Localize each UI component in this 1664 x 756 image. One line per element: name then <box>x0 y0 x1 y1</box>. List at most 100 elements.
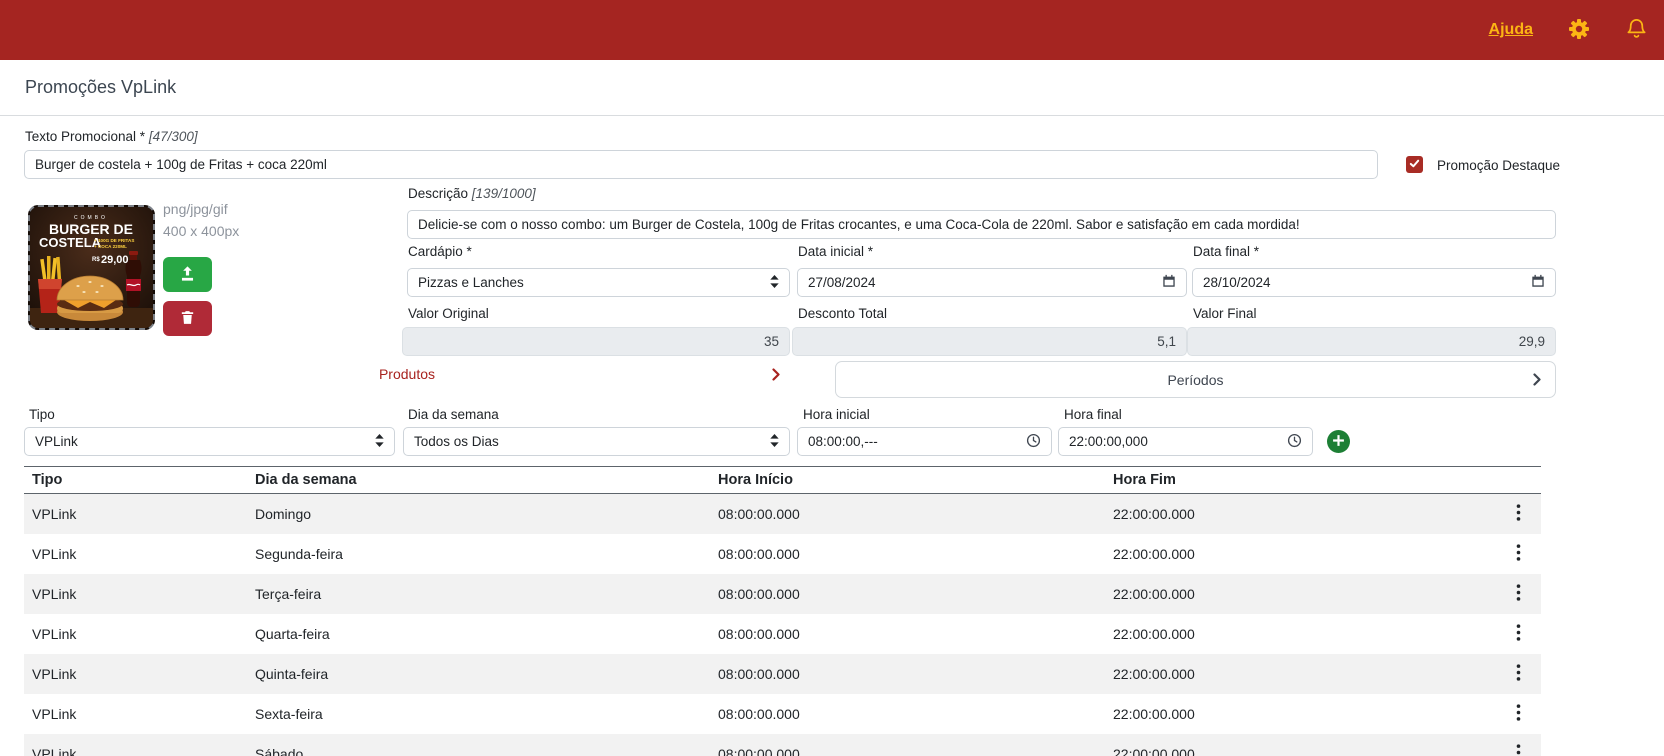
calendar-icon <box>1162 274 1176 291</box>
promocao-destaque-checkbox[interactable] <box>1406 156 1423 173</box>
periods-table: Tipo Dia da semana Hora Início Hora Fim … <box>24 466 1541 756</box>
table-row: VPLink Quinta-feira 08:00:00.000 22:00:0… <box>24 654 1541 694</box>
cell-dia: Segunda-feira <box>255 546 343 562</box>
hora-final-label: Hora final <box>1064 407 1122 422</box>
check-icon <box>1409 156 1420 174</box>
table-header-row: Tipo Dia da semana Hora Início Hora Fim <box>24 466 1541 494</box>
kebab-menu-icon <box>1516 624 1521 644</box>
svg-text:COMBO: COMBO <box>74 215 108 221</box>
header-tipo: Tipo <box>24 466 247 494</box>
cell-inicio: 08:00:00.000 <box>718 666 800 682</box>
chevron-right-icon <box>1533 373 1541 386</box>
title-bar: Promoções VpLink <box>0 60 1664 116</box>
cell-fim: 22:00:00.000 <box>1113 506 1195 522</box>
row-actions-button[interactable] <box>1510 742 1527 756</box>
cardapio-select[interactable]: Pizzas e Lanches <box>407 268 790 297</box>
top-navbar: Ajuda <box>0 0 1664 60</box>
notifications-button[interactable] <box>1625 17 1648 43</box>
cell-tipo: VPLink <box>32 586 77 602</box>
cell-fim: 22:00:00.000 <box>1105 734 1496 756</box>
kebab-menu-icon <box>1516 704 1521 724</box>
upload-icon <box>178 264 197 286</box>
svg-text:+ COCA 220ML: + COCA 220ML <box>94 244 127 249</box>
chevron-right-icon <box>772 367 780 381</box>
row-actions-button[interactable] <box>1510 702 1527 726</box>
data-inicial-input[interactable]: 27/08/2024 <box>797 268 1187 297</box>
kebab-menu-icon <box>1516 744 1521 756</box>
descricao-input[interactable]: Delicie-se com o nosso combo: um Burger … <box>407 210 1556 239</box>
cell-fim: 22:00:00.000 <box>1113 666 1195 682</box>
cell-inicio: 08:00:00.000 <box>710 734 1105 756</box>
tipo-label: Tipo <box>29 407 55 422</box>
cell-dia: Sábado <box>247 734 710 756</box>
row-actions-button[interactable] <box>1510 542 1527 566</box>
hora-final-input[interactable]: 22:00:00,000 <box>1058 427 1313 456</box>
header-dia: Dia da semana <box>247 466 710 494</box>
promo-image-preview[interactable]: COMBO BURGER DE COSTELA + 100G DE FRITAS… <box>28 205 155 330</box>
cardapio-label: Cardápio * <box>408 244 472 259</box>
valor-final-input: 29,9 <box>1187 327 1556 356</box>
plus-icon <box>1332 434 1345 450</box>
tab-periodos[interactable]: Períodos <box>835 361 1556 398</box>
desconto-total-label: Desconto Total <box>798 306 888 321</box>
image-format-hint: png/jpg/gif <box>163 201 228 217</box>
desconto-total-input: 5,1 <box>792 327 1187 356</box>
table-row: VPLink Terça-feira 08:00:00.000 22:00:00… <box>24 574 1541 614</box>
table-row: VPLink Sábado 08:00:00.000 22:00:00.000 <box>24 734 1541 756</box>
data-inicial-label: Data inicial * <box>798 244 874 259</box>
select-arrows-icon <box>375 433 384 450</box>
svg-text:+ 100G DE FRITAS: + 100G DE FRITAS <box>94 238 134 243</box>
add-period-button[interactable] <box>1327 430 1350 453</box>
cell-inicio: 08:00:00.000 <box>718 706 800 722</box>
settings-button[interactable] <box>1567 17 1591 44</box>
header-hora-fim: Hora Fim <box>1105 466 1496 494</box>
texto-promocional-input[interactable]: Burger de costela + 100g de Fritas + coc… <box>24 150 1378 179</box>
cell-dia: Quarta-feira <box>255 626 330 642</box>
cell-tipo: VPLink <box>32 506 77 522</box>
upload-image-button[interactable] <box>163 257 212 292</box>
cell-tipo: VPLink <box>32 626 77 642</box>
help-link[interactable]: Ajuda <box>1488 21 1533 38</box>
cell-inicio: 08:00:00.000 <box>718 506 800 522</box>
kebab-menu-icon <box>1516 584 1521 604</box>
fries-illustration <box>38 256 62 313</box>
dia-da-semana-select[interactable]: Todos os Dias <box>403 427 790 456</box>
header-actions <box>1496 466 1541 494</box>
promocao-destaque-label: Promoção Destaque <box>1437 158 1561 173</box>
delete-image-button[interactable] <box>163 301 212 336</box>
valor-final-label: Valor Final <box>1193 306 1257 321</box>
gear-icon <box>1567 17 1591 44</box>
clock-icon <box>1287 433 1302 451</box>
data-final-label: Data final * <box>1193 244 1260 259</box>
row-actions-button[interactable] <box>1510 622 1527 646</box>
cell-tipo: VPLink <box>32 706 77 722</box>
cell-tipo: VPLink <box>32 546 77 562</box>
cell-inicio: 08:00:00.000 <box>718 626 800 642</box>
soda-illustration <box>125 251 142 307</box>
hora-inicial-label: Hora inicial <box>803 407 870 422</box>
periods-table-body: VPLink Domingo 08:00:00.000 22:00:00.000… <box>24 493 1541 756</box>
hora-inicial-input[interactable]: 08:00:00,--- <box>797 427 1052 456</box>
row-actions-button[interactable] <box>1510 502 1527 526</box>
row-actions-button[interactable] <box>1510 662 1527 686</box>
cell-inicio: 08:00:00.000 <box>718 586 800 602</box>
cell-dia: Terça-feira <box>255 586 322 602</box>
trash-icon <box>179 309 196 329</box>
table-row: VPLink Segunda-feira 08:00:00.000 22:00:… <box>24 534 1541 574</box>
descricao-counter: [139/1000] <box>471 186 536 201</box>
kebab-menu-icon <box>1516 504 1521 524</box>
data-final-input[interactable]: 28/10/2024 <box>1192 268 1556 297</box>
tab-produtos[interactable]: Produtos <box>24 360 790 388</box>
cell-fim: 22:00:00.000 <box>1113 586 1195 602</box>
descricao-label: Descrição [139/1000] <box>408 186 536 201</box>
page-title: Promoções VpLink <box>25 77 177 97</box>
tipo-select[interactable]: VPLink <box>24 427 395 456</box>
kebab-menu-icon <box>1516 664 1521 684</box>
burger-illustration <box>56 275 124 321</box>
dia-da-semana-label: Dia da semana <box>408 407 499 422</box>
svg-text:BURGER DE: BURGER DE <box>49 221 133 237</box>
row-actions-button[interactable] <box>1510 582 1527 606</box>
table-row: VPLink Domingo 08:00:00.000 22:00:00.000 <box>24 493 1541 534</box>
svg-text:R$: R$ <box>92 257 100 263</box>
